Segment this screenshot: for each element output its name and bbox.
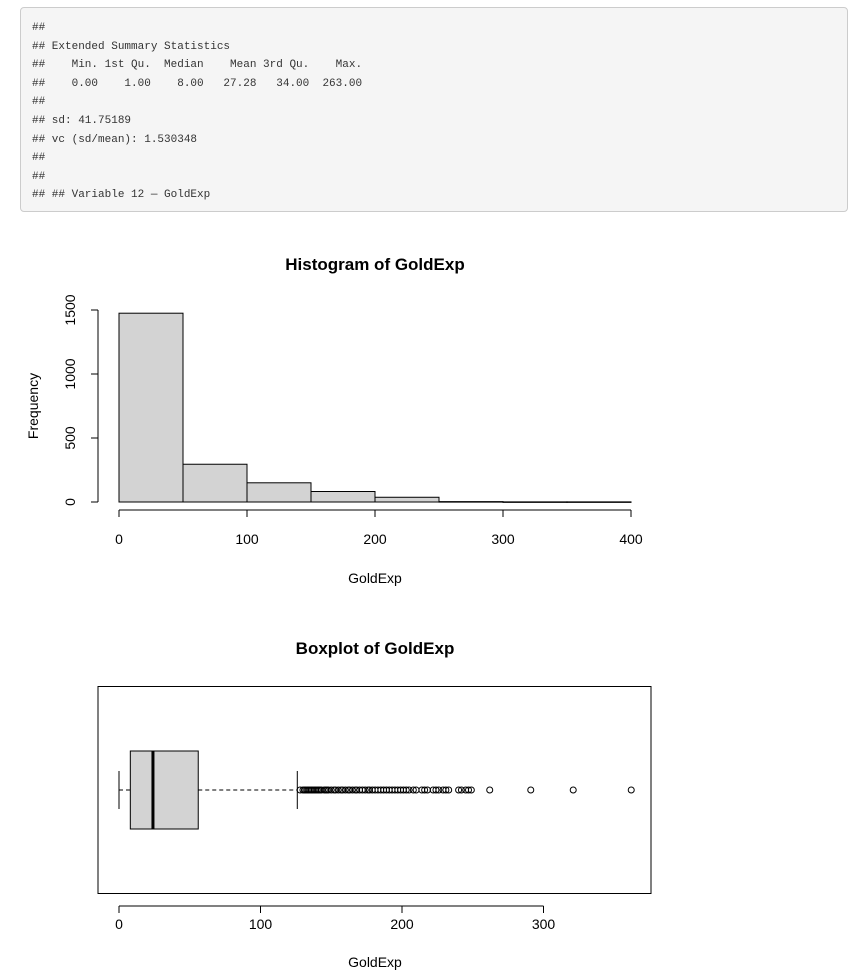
boxplot-x-tick-label: 100 bbox=[249, 916, 273, 932]
boxplot-outlier bbox=[341, 786, 349, 794]
boxplot-box bbox=[129, 750, 199, 830]
boxplot-outlier bbox=[361, 786, 369, 794]
boxplot-outlier bbox=[455, 786, 463, 794]
boxplot-outlier bbox=[348, 786, 356, 794]
histogram-title: Histogram of GoldExp bbox=[285, 255, 464, 274]
boxplot-outlier bbox=[527, 786, 535, 794]
histogram-y-tick-label: 1000 bbox=[62, 358, 78, 389]
boxplot-x-tick-label: 200 bbox=[390, 916, 414, 932]
boxplot-outlier bbox=[435, 786, 443, 794]
histogram-y-tick-label: 0 bbox=[62, 498, 78, 506]
console-line: ## vc (sd/mean): 1.530348 bbox=[32, 133, 198, 146]
boxplot-outlier bbox=[467, 786, 475, 794]
console-line: ## bbox=[32, 152, 46, 165]
boxplot-outlier bbox=[421, 786, 429, 794]
console-line: ## Extended Summary Statistics bbox=[32, 40, 231, 53]
boxplot-outlier bbox=[457, 786, 465, 794]
console-line: ## bbox=[32, 96, 46, 109]
histogram-ylabel: Frequency bbox=[25, 373, 41, 439]
boxplot-outlier bbox=[402, 786, 410, 794]
console-line: ## bbox=[32, 170, 46, 183]
boxplot-x-tick-label: 300 bbox=[532, 916, 556, 932]
histogram-x-tick-label: 200 bbox=[363, 531, 387, 547]
boxplot-frame bbox=[97, 686, 652, 894]
histogram-x-tick-label: 0 bbox=[115, 531, 123, 547]
boxplot-outlier bbox=[409, 786, 417, 794]
histogram-bar bbox=[246, 482, 312, 503]
console-line: ## bbox=[32, 22, 46, 34]
histogram-x-tick-label: 100 bbox=[235, 531, 259, 547]
console-line: ## 0.00 1.00 8.00 27.28 34.00 263.00 bbox=[32, 77, 363, 90]
boxplot-outlier bbox=[465, 786, 473, 794]
boxplot-outlier bbox=[486, 786, 494, 794]
boxplot-title: Boxplot of GoldExp bbox=[296, 639, 455, 658]
histogram-bar bbox=[182, 463, 248, 503]
boxplot-outlier bbox=[442, 786, 450, 794]
boxplot-outlier bbox=[334, 786, 342, 794]
histogram-chart: Histogram of GoldExp Frequency GoldExp 0… bbox=[25, 255, 643, 586]
histogram-xlabel: GoldExp bbox=[348, 570, 402, 586]
console-line: ## ## Variable 12 — GoldExp bbox=[32, 189, 211, 202]
histogram-bar bbox=[566, 501, 632, 503]
histogram-bar bbox=[438, 501, 504, 503]
histogram-bar bbox=[310, 491, 376, 503]
boxplot-outlier bbox=[405, 786, 413, 794]
boxplot-outlier bbox=[432, 786, 440, 794]
histogram-bar bbox=[118, 312, 184, 503]
console-output: ## ## Extended Summary Statistics ## Min. … bbox=[20, 7, 848, 212]
histogram-bar bbox=[374, 496, 440, 503]
boxplot-outlier bbox=[627, 786, 635, 794]
histogram-bar bbox=[502, 501, 568, 503]
histogram-y-tick-label: 500 bbox=[62, 426, 78, 450]
boxplot-chart: Boxplot of GoldExp GoldExp 0 100 200 300 bbox=[97, 639, 652, 970]
histogram-x-tick-label: 400 bbox=[619, 531, 643, 547]
console-line: ## sd: 41.75189 bbox=[32, 114, 132, 127]
boxplot-xlabel: GoldExp bbox=[348, 954, 402, 970]
boxplot-outlier bbox=[445, 786, 453, 794]
boxplot-x-tick-label: 0 bbox=[115, 916, 123, 932]
console-line: ## Min. 1st Qu. Median Mean 3rd Qu. Max. bbox=[32, 59, 363, 72]
histogram-y-tick-label: 1500 bbox=[62, 294, 78, 325]
boxplot-outlier bbox=[569, 786, 577, 794]
boxplot-outlier bbox=[327, 786, 335, 794]
histogram-x-tick-label: 300 bbox=[491, 531, 515, 547]
